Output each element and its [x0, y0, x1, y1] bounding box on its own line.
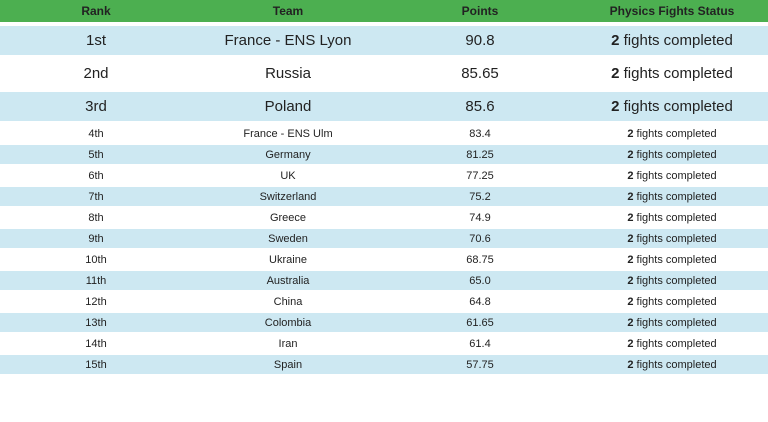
team-cell: Colombia	[192, 312, 384, 334]
team-cell: Germany	[192, 144, 384, 166]
status-cell: 2 fights completed	[576, 207, 768, 229]
status-cell: 2 fights completed	[576, 186, 768, 208]
table-row: 1st France - ENS Lyon 90.8 2 fights complet…	[0, 24, 768, 59]
table-row: 11th Australia 65.0 2 fights completed	[0, 270, 768, 292]
table-row: 12th China 64.8 2 fights completed	[0, 291, 768, 313]
points-cell: 81.25	[384, 144, 576, 166]
table-row: 15th Spain 57.75 2 fights completed	[0, 354, 768, 376]
rank-cell: 1st	[0, 24, 192, 59]
points-cell: 83.4	[384, 123, 576, 145]
points-cell: 61.65	[384, 312, 576, 334]
team-cell: Ukraine	[192, 249, 384, 271]
team-cell: Poland	[192, 90, 384, 125]
fights-count: 2	[611, 32, 620, 49]
rank-cell: 15th	[0, 354, 192, 376]
status-cell: 2 fights completed	[576, 90, 768, 125]
points-cell: 85.65	[384, 57, 576, 92]
team-cell: Spain	[192, 354, 384, 376]
fights-count: 2	[627, 128, 634, 140]
rank-cell: 9th	[0, 228, 192, 250]
header-rank: Rank	[0, 0, 192, 26]
rank-cell: 12th	[0, 291, 192, 313]
status-cell: 2 fights completed	[576, 165, 768, 187]
rank-cell: 3rd	[0, 90, 192, 125]
fights-count: 2	[627, 316, 634, 329]
header-team: Team	[192, 0, 384, 26]
header-row: Rank Team Points Physics Fights Status	[0, 0, 768, 26]
status-cell: 2 fights completed	[576, 333, 768, 355]
table-row: 13th Colombia 61.65 2 fights completed	[0, 312, 768, 334]
fights-count: 2	[611, 65, 620, 82]
points-cell: 57.75	[384, 354, 576, 376]
table-row: 4th France - ENS Ulm 83.4 2 fights complete…	[0, 123, 768, 145]
status-cell: 2 fights completed	[576, 291, 768, 313]
fights-count: 2	[627, 274, 634, 287]
fights-count: 2	[627, 358, 634, 371]
table-row: 10th Ukraine 68.75 2 fights completed	[0, 249, 768, 271]
team-cell: UK	[192, 165, 384, 187]
status-cell: 2 fights completed	[576, 354, 768, 376]
points-cell: 64.8	[384, 291, 576, 313]
team-cell: France - ENS Ulm	[192, 123, 384, 145]
rank-cell: 5th	[0, 144, 192, 166]
team-cell: Sweden	[192, 228, 384, 250]
rank-cell: 10th	[0, 249, 192, 271]
points-cell: 61.4	[384, 333, 576, 355]
rank-cell: 14th	[0, 333, 192, 355]
standings-table: Rank Team Points Physics Fights Status 1…	[0, 0, 768, 376]
points-cell: 70.6	[384, 228, 576, 250]
status-cell: 2 fights completed	[576, 57, 768, 92]
team-cell: Iran	[192, 333, 384, 355]
table-header: Rank Team Points Physics Fights Status	[0, 0, 768, 26]
table-row: 7th Switzerland 75.2 2 fights completed	[0, 186, 768, 208]
points-cell: 90.8	[384, 24, 576, 59]
status-cell: 2 fights completed	[576, 249, 768, 271]
points-cell: 74.9	[384, 207, 576, 229]
points-cell: 65.0	[384, 270, 576, 292]
table-body: 1st France - ENS Lyon 90.8 2 fights complet…	[0, 24, 768, 376]
points-cell: 75.2	[384, 186, 576, 208]
points-cell: 68.75	[384, 249, 576, 271]
points-cell: 77.25	[384, 165, 576, 187]
fights-count: 2	[627, 169, 634, 182]
rank-cell: 13th	[0, 312, 192, 334]
points-cell: 85.6	[384, 90, 576, 125]
fights-count: 2	[627, 232, 634, 245]
rank-cell: 4th	[0, 123, 192, 145]
table-row: 3rd Poland 85.6 2 fights completed	[0, 90, 768, 125]
table-row: 6th UK 77.25 2 fights completed	[0, 165, 768, 187]
fights-count: 2	[627, 295, 634, 308]
fights-count: 2	[627, 148, 634, 161]
team-cell: Greece	[192, 207, 384, 229]
team-cell: Switzerland	[192, 186, 384, 208]
header-points: Points	[384, 0, 576, 26]
table-row: 8th Greece 74.9 2 fights completed	[0, 207, 768, 229]
header-status: Physics Fights Status	[576, 0, 768, 26]
status-cell: 2 fights completed	[576, 228, 768, 250]
fights-count: 2	[611, 98, 620, 115]
status-cell: 2 fights completed	[576, 270, 768, 292]
team-cell: Russia	[192, 57, 384, 92]
rank-cell: 7th	[0, 186, 192, 208]
status-cell: 2 fights completed	[576, 144, 768, 166]
fights-count: 2	[627, 337, 634, 350]
rank-cell: 6th	[0, 165, 192, 187]
rank-cell: 2nd	[0, 57, 192, 92]
status-cell: 2 fights completed	[576, 123, 768, 145]
fights-count: 2	[627, 253, 634, 266]
status-cell: 2 fights completed	[576, 24, 768, 59]
fights-count: 2	[627, 190, 634, 203]
fights-count: 2	[627, 211, 634, 224]
table-row: 5th Germany 81.25 2 fights completed	[0, 144, 768, 166]
team-cell: China	[192, 291, 384, 313]
rank-cell: 8th	[0, 207, 192, 229]
rank-cell: 11th	[0, 270, 192, 292]
team-cell: France - ENS Lyon	[192, 24, 384, 59]
table-row: 2nd Russia 85.65 2 fights completed	[0, 57, 768, 92]
table-row: 9th Sweden 70.6 2 fights completed	[0, 228, 768, 250]
team-cell: Australia	[192, 270, 384, 292]
status-cell: 2 fights completed	[576, 312, 768, 334]
table-row: 14th Iran 61.4 2 fights completed	[0, 333, 768, 355]
